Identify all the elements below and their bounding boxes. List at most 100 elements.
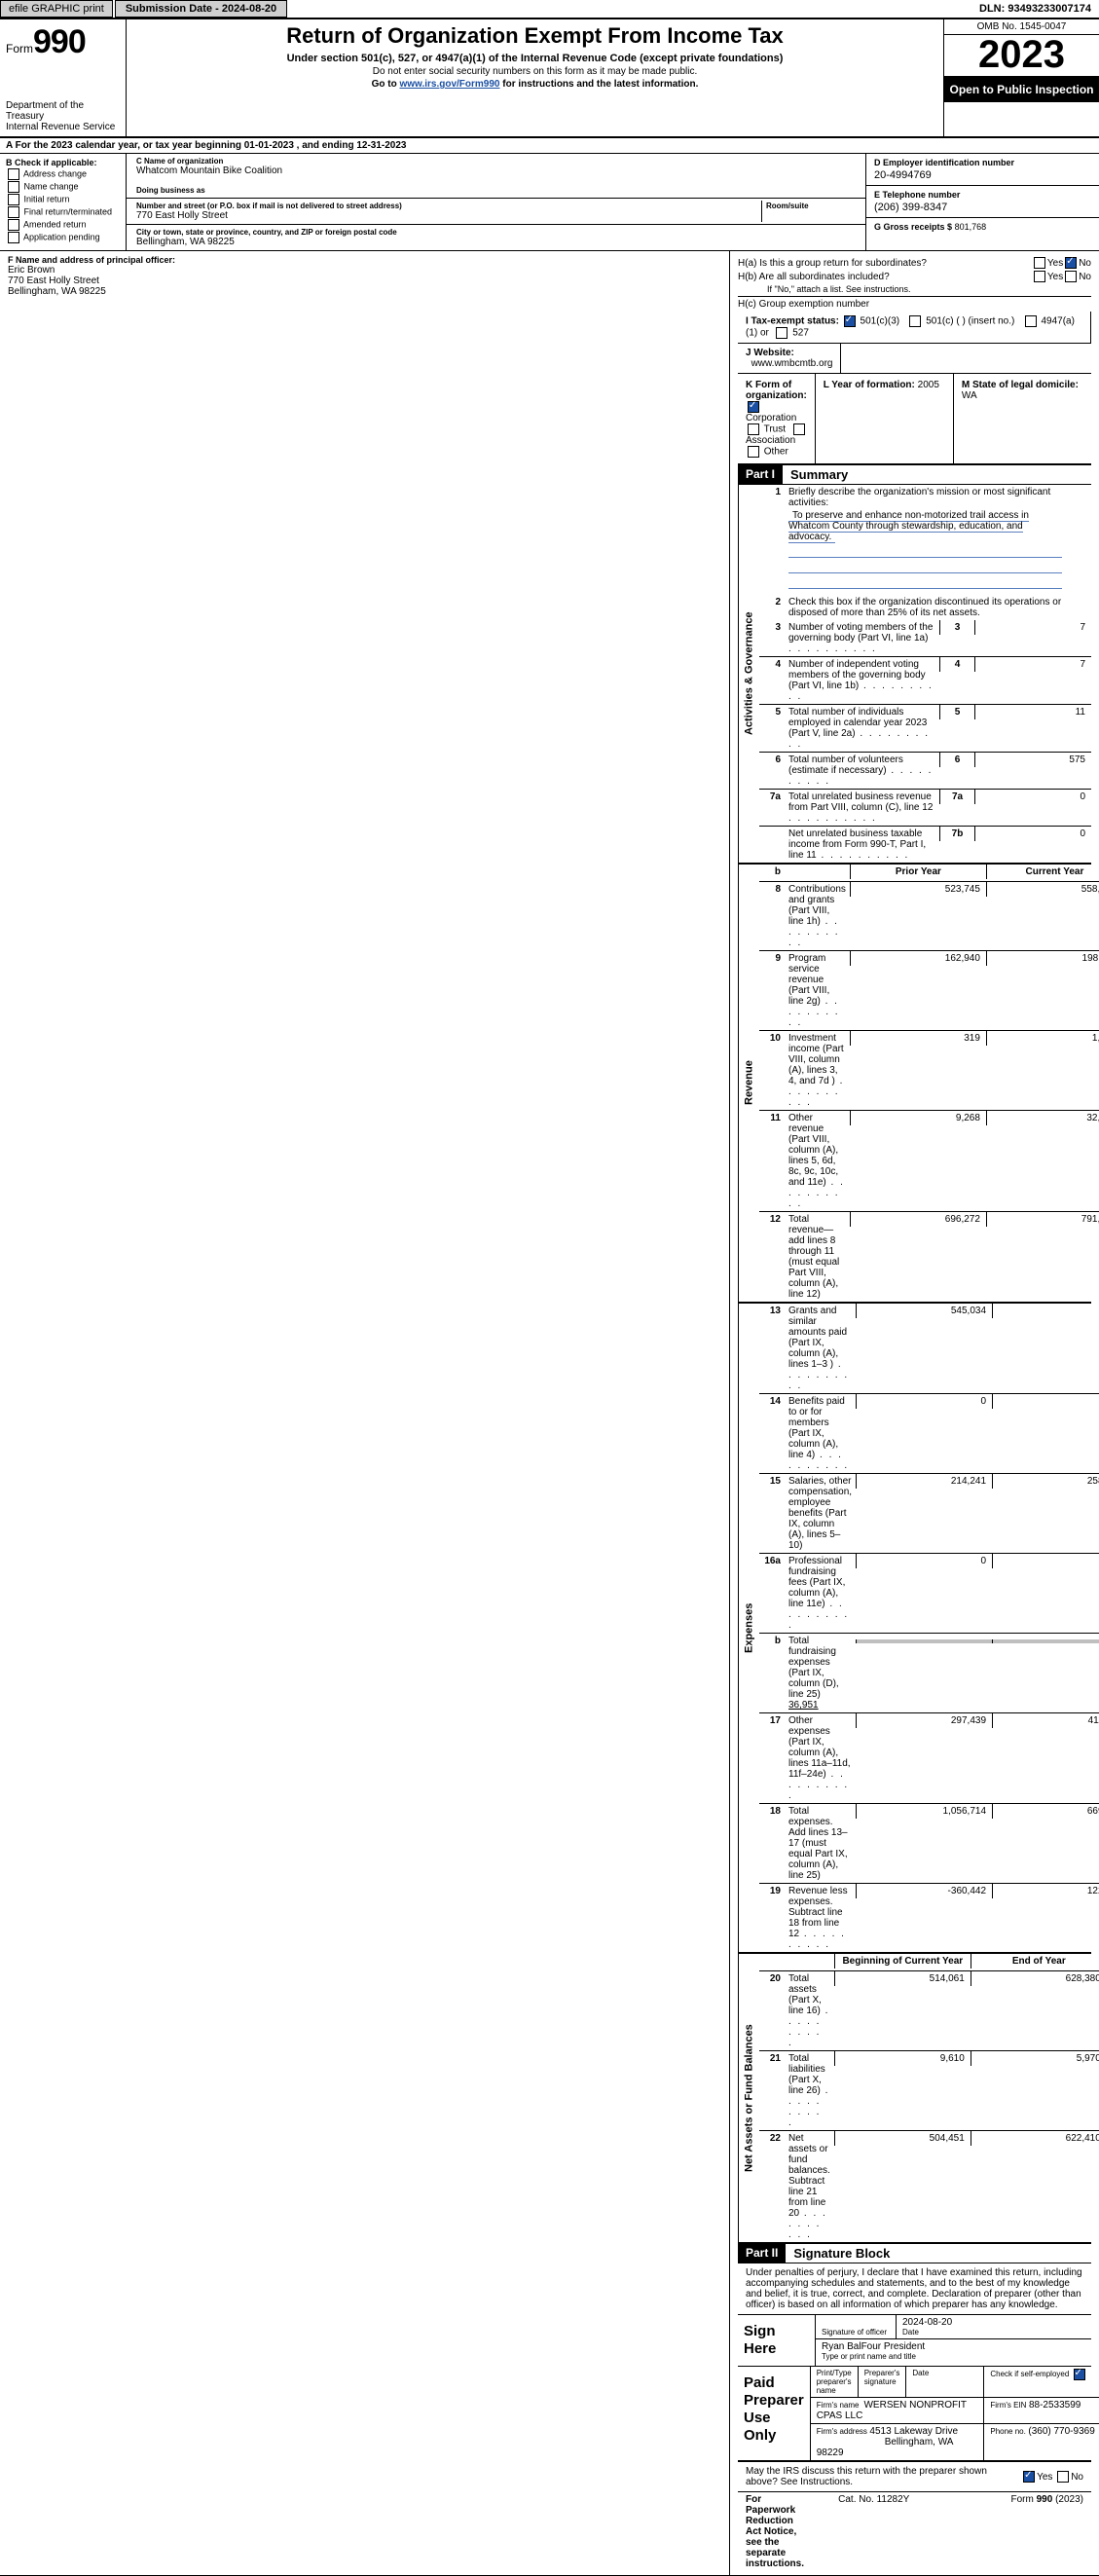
paid-preparer-table: Paid Preparer Use Only Print/Type prepar…	[738, 2366, 1091, 2460]
ha-yes-checkbox[interactable]	[1034, 257, 1045, 269]
form-org-label: K Form of organization:	[746, 380, 807, 401]
chk-other[interactable]	[748, 446, 759, 458]
c14: 0	[992, 1394, 1099, 1409]
discuss-no-checkbox[interactable]	[1057, 2471, 1069, 2483]
form-subtitle: Under section 501(c), 527, or 4947(a)(1)…	[134, 53, 935, 64]
line-1: Briefly describe the organization's miss…	[785, 485, 1091, 510]
p21: 9,610	[834, 2051, 971, 2066]
room-label: Room/suite	[766, 202, 856, 210]
chk-trust[interactable]	[748, 423, 759, 435]
p11: 9,268	[850, 1111, 986, 1125]
firm-name-label: Firm's name	[817, 2401, 860, 2410]
chk-501c[interactable]	[909, 315, 921, 327]
hb-no-checkbox[interactable]	[1065, 271, 1077, 282]
chk-application-pending[interactable]: Application pending	[6, 232, 120, 243]
firm-phone: (360) 770-9369	[1028, 2426, 1094, 2437]
side-governance: Activities & Governance	[738, 485, 759, 863]
ha-no-checkbox[interactable]	[1065, 257, 1077, 269]
chk-address-change[interactable]: Address change	[6, 168, 120, 180]
firm-ein: 88-2533599	[1029, 2400, 1081, 2410]
sig-date: 2024-08-20	[902, 2317, 1085, 2328]
tax-exempt-label: I Tax-exempt status:	[746, 316, 839, 327]
line-7a: Total unrelated business revenue from Pa…	[785, 790, 939, 826]
col-d-ein: D Employer identification number 20-4994…	[865, 154, 1099, 250]
line-13: Grants and similar amounts paid (Part IX…	[785, 1304, 856, 1393]
chk-527[interactable]	[776, 327, 788, 339]
val-3: 7	[974, 620, 1091, 635]
p20: 514,061	[834, 1971, 971, 1986]
val-5: 11	[974, 705, 1091, 719]
chk-assoc[interactable]	[793, 423, 805, 435]
side-expenses: Expenses	[738, 1304, 759, 1952]
part-i-title: Summary	[783, 465, 856, 484]
ein-label: D Employer identification number	[874, 158, 1091, 167]
line-9: Program service revenue (Part VIII, line…	[785, 951, 850, 1030]
line-10: Investment income (Part VIII, column (A)…	[785, 1031, 850, 1110]
irs-label: Internal Revenue Service	[6, 122, 120, 132]
p8: 523,745	[850, 882, 986, 897]
officer-printed: Ryan BalFour President	[822, 2341, 1085, 2352]
line-8: Contributions and grants (Part VIII, lin…	[785, 882, 850, 950]
self-employed-label: Check if self-employed	[990, 2369, 1099, 2380]
prep-sig-label: Preparer's signature	[864, 2369, 900, 2386]
chk-amended-return[interactable]: Amended return	[6, 219, 120, 231]
chk-self-employed[interactable]	[1074, 2369, 1085, 2380]
hdr-beg: Beginning of Current Year	[834, 1954, 971, 1969]
mission-text: To preserve and enhance non-motorized tr…	[788, 510, 1029, 543]
line-7b: Net unrelated business taxable income fr…	[785, 827, 939, 863]
chk-name-change[interactable]: Name change	[6, 181, 120, 193]
year-formation-label: L Year of formation:	[824, 380, 915, 390]
hc-label: H(c) Group exemption number	[738, 299, 869, 310]
officer-city: Bellingham, WA 98225	[8, 286, 721, 297]
chk-final-return[interactable]: Final return/terminated	[6, 206, 120, 218]
efile-print-button[interactable]: efile GRAPHIC print	[0, 0, 113, 18]
sig-declaration: Under penalties of perjury, I declare th…	[738, 2263, 1091, 2314]
section-fh: F Name and address of principal officer:…	[0, 251, 1099, 2576]
p9: 162,940	[850, 951, 986, 966]
goto-pre: Go to	[372, 79, 400, 90]
col-c-org-info: C Name of organization Whatcom Mountain …	[127, 154, 865, 250]
chk-initial-return[interactable]: Initial return	[6, 194, 120, 205]
sign-here-label: Sign Here	[738, 2315, 816, 2366]
val-6: 575	[974, 753, 1091, 767]
discuss-yes-checkbox[interactable]	[1023, 2471, 1035, 2483]
hb-yes-checkbox[interactable]	[1034, 271, 1045, 282]
c16a: 0	[992, 1554, 1099, 1568]
officer-name: Eric Brown	[8, 265, 721, 276]
p12: 696,272	[850, 1212, 986, 1227]
chk-4947[interactable]	[1025, 315, 1037, 327]
line-17: Other expenses (Part IX, column (A), lin…	[785, 1713, 856, 1803]
c18: 669,034	[992, 1804, 1099, 1819]
hb-note: If "No," attach a list. See instructions…	[767, 284, 1091, 294]
val-7a: 0	[974, 790, 1091, 804]
part-i-label: Part I	[738, 465, 783, 484]
type-name-label: Type or print name and title	[822, 2352, 1085, 2361]
header-center: Return of Organization Exempt From Incom…	[127, 19, 943, 136]
chk-501c3[interactable]	[844, 315, 856, 327]
irs-link[interactable]: www.irs.gov/Form990	[399, 79, 499, 90]
p17: 297,439	[856, 1713, 992, 1728]
firm-addr1: 4513 Lakeway Drive	[869, 2426, 958, 2437]
dba-label: Doing business as	[136, 186, 856, 195]
form-footer: Form 990 (2023)	[944, 2494, 1084, 2569]
c21: 5,970	[971, 2051, 1099, 2066]
line-16b: Total fundraising expenses (Part IX, col…	[785, 1634, 856, 1712]
col-h-group: H(a) Is this a group return for subordin…	[729, 251, 1099, 2575]
street-value: 770 East Holly Street	[136, 210, 757, 221]
line-16a: Professional fundraising fees (Part IX, …	[785, 1554, 856, 1633]
val-4: 7	[974, 657, 1091, 672]
form-header: Form990 Department of the Treasury Inter…	[0, 19, 1099, 138]
line-6: Total number of volunteers (estimate if …	[785, 753, 939, 789]
gross-receipts-label: G Gross receipts $	[874, 222, 952, 232]
part-ii-label: Part II	[738, 2244, 786, 2263]
c19: 122,130	[992, 1884, 1099, 1898]
hdr-end: End of Year	[971, 1954, 1099, 1969]
line-5: Total number of individuals employed in …	[785, 705, 939, 752]
ein-value: 20-4994769	[874, 169, 1091, 181]
hdr-prior: Prior Year	[850, 865, 986, 879]
c8: 558,838	[986, 882, 1099, 897]
line-11: Other revenue (Part VIII, column (A), li…	[785, 1111, 850, 1211]
officer-sig-label: Signature of officer	[822, 2328, 890, 2337]
chk-corp[interactable]	[748, 401, 759, 413]
line-15: Salaries, other compensation, employee b…	[785, 1474, 856, 1553]
